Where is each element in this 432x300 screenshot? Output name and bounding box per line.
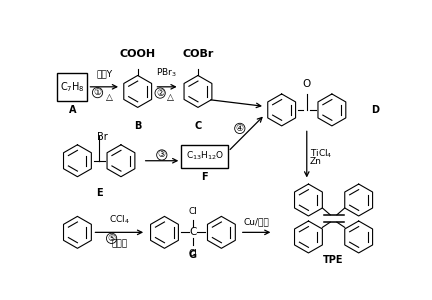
Text: C$_7$H$_8$: C$_7$H$_8$ <box>60 80 85 94</box>
Text: ④: ④ <box>236 124 244 133</box>
Text: TiCl$_4$: TiCl$_4$ <box>310 148 333 160</box>
Text: TPE: TPE <box>323 255 344 265</box>
Text: △: △ <box>106 93 113 102</box>
Text: C: C <box>194 122 202 131</box>
Text: △: △ <box>167 93 174 102</box>
Text: 催化剂: 催化剂 <box>111 239 127 248</box>
Text: E: E <box>96 188 102 199</box>
Text: G: G <box>189 250 197 260</box>
Text: B: B <box>134 122 141 131</box>
Text: 试剂Y: 试剂Y <box>96 70 112 79</box>
Text: ③: ③ <box>158 151 166 160</box>
Text: D: D <box>372 105 379 115</box>
Text: O: O <box>303 79 311 89</box>
Text: CCl$_4$: CCl$_4$ <box>109 213 130 226</box>
Text: ②: ② <box>156 88 164 98</box>
Text: ⑤: ⑤ <box>108 234 116 243</box>
Text: Cl: Cl <box>188 248 197 257</box>
Text: C: C <box>189 227 197 237</box>
Text: PBr$_3$: PBr$_3$ <box>156 66 177 79</box>
Text: A: A <box>69 105 76 115</box>
Text: F: F <box>201 172 208 182</box>
Text: C$_{13}$H$_{12}$O: C$_{13}$H$_{12}$O <box>185 150 224 162</box>
Bar <box>181 145 228 168</box>
Text: Br: Br <box>97 132 108 142</box>
Text: COBr: COBr <box>182 49 214 59</box>
Bar <box>57 73 87 101</box>
Text: Zn: Zn <box>310 158 322 166</box>
Text: Cu/甲苯: Cu/甲苯 <box>244 218 270 227</box>
Text: COOH: COOH <box>120 49 156 59</box>
Text: Cl: Cl <box>188 207 197 216</box>
Text: ①: ① <box>93 88 102 97</box>
